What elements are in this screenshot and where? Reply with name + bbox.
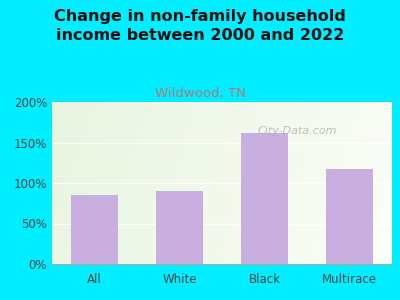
Bar [71, 195, 118, 264]
Bar [156, 191, 203, 264]
Text: Wildwood, TN: Wildwood, TN [155, 87, 245, 100]
Bar [241, 133, 288, 264]
Text: City-Data.com: City-Data.com [257, 126, 336, 136]
Text: Change in non-family household
income between 2000 and 2022: Change in non-family household income be… [54, 9, 346, 43]
Bar [326, 169, 373, 264]
